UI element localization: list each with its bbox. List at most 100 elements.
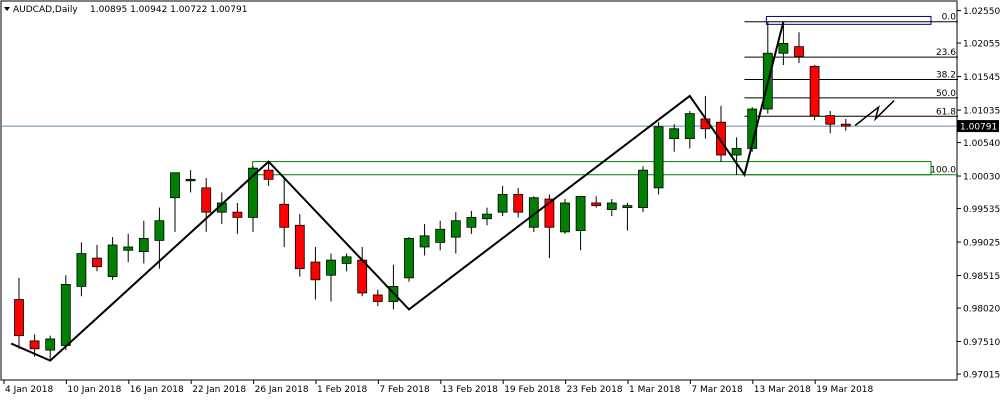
candle-body bbox=[404, 238, 414, 279]
y-axis-tick-label: 1.02550 bbox=[963, 7, 1000, 17]
fib-level-label: 23.6 bbox=[936, 48, 956, 58]
candle bbox=[482, 207, 492, 226]
zigzag-line bbox=[10, 21, 785, 362]
y-axis-tick-label: 0.99025 bbox=[963, 239, 1000, 249]
candle-body bbox=[29, 340, 40, 350]
fib-level-label: 0.0 bbox=[942, 13, 957, 23]
candle-body bbox=[544, 198, 555, 228]
candle-body bbox=[419, 235, 430, 248]
fib-top-box bbox=[765, 15, 932, 25]
candle bbox=[76, 242, 87, 297]
x-axis-tick-label: 10 Jan 2018 bbox=[67, 385, 121, 395]
candle-body bbox=[450, 220, 461, 238]
candle-body bbox=[731, 148, 742, 156]
candle-body bbox=[76, 253, 87, 287]
candle bbox=[794, 32, 804, 64]
candle-body bbox=[466, 217, 477, 228]
candle bbox=[170, 172, 180, 232]
candle-body bbox=[809, 65, 820, 117]
candle-body bbox=[232, 211, 243, 218]
candle-body bbox=[326, 259, 336, 276]
zigzag-group bbox=[10, 21, 895, 362]
candle-body bbox=[310, 261, 321, 281]
candle bbox=[669, 124, 680, 152]
candle bbox=[185, 170, 196, 193]
candle-body bbox=[591, 202, 602, 207]
candle-body bbox=[794, 46, 804, 57]
candle bbox=[123, 233, 134, 263]
candle bbox=[513, 187, 524, 218]
current-price-tag-label: 1.00791 bbox=[960, 123, 997, 133]
candle-body bbox=[248, 167, 258, 218]
candle bbox=[14, 277, 24, 349]
y-axis-tick-label: 0.98020 bbox=[963, 305, 1000, 315]
candle bbox=[435, 220, 446, 251]
y-axis-tick-label: 1.02055 bbox=[963, 40, 1000, 50]
candle-body bbox=[185, 178, 196, 182]
y-axis-tick-label: 0.99535 bbox=[963, 205, 1000, 215]
candle bbox=[404, 237, 414, 282]
chart-header: AUDCAD,Daily 1.00895 1.00942 1.00722 1.0… bbox=[4, 5, 247, 15]
x-axis-tick-label: 1 Mar 2018 bbox=[629, 385, 681, 395]
x-axis-labels: 4 Jan 2018 10 Jan 2018 16 Jan 2018 22 Jan 2… bbox=[3, 380, 874, 395]
candle bbox=[310, 246, 321, 300]
candle bbox=[591, 196, 602, 208]
x-axis-tick-label: 7 Feb 2018 bbox=[379, 385, 430, 395]
candle-body bbox=[606, 202, 617, 210]
candle bbox=[622, 202, 633, 231]
x-axis-tick-label: 19 Mar 2018 bbox=[816, 385, 873, 395]
y-axis-labels: 1.02550 1.02055 1.01545 1.01035 1.00540 1.000… bbox=[957, 7, 1000, 381]
candle bbox=[60, 275, 71, 351]
y-axis-tick-label: 0.97015 bbox=[963, 371, 1000, 381]
candle bbox=[45, 335, 56, 361]
candle-body bbox=[622, 205, 633, 208]
candle-body bbox=[669, 128, 680, 140]
current-price-tag-background bbox=[957, 120, 999, 133]
candle-body bbox=[653, 126, 664, 189]
candle-body bbox=[14, 299, 24, 337]
candle-body bbox=[154, 220, 165, 241]
candle bbox=[778, 21, 789, 66]
candle bbox=[606, 199, 617, 217]
candle bbox=[419, 223, 430, 256]
candle bbox=[497, 185, 508, 217]
y-axis-tick-label: 1.00540 bbox=[963, 139, 1000, 149]
fib-level-label: 50.0 bbox=[936, 89, 956, 99]
candle-body bbox=[263, 169, 274, 180]
candle bbox=[684, 111, 695, 149]
candle bbox=[544, 194, 555, 259]
candle bbox=[809, 65, 820, 121]
candle-body bbox=[60, 284, 71, 346]
symbol-period-label: AUDCAD,Daily bbox=[13, 5, 78, 15]
fib-level-label: 38.2 bbox=[936, 71, 956, 81]
y-axis-tick-label: 0.97510 bbox=[963, 338, 1000, 348]
candle bbox=[294, 214, 305, 277]
x-axis-tick-label: 7 Mar 2018 bbox=[691, 385, 743, 395]
x-axis-tick-label: 26 Jan 2018 bbox=[255, 385, 309, 395]
y-axis-tick-label: 1.01545 bbox=[963, 73, 1000, 83]
candle-body bbox=[560, 202, 570, 233]
candle-body bbox=[825, 115, 836, 125]
candle bbox=[201, 178, 212, 232]
candle bbox=[825, 111, 836, 134]
candle bbox=[138, 220, 149, 264]
candle bbox=[575, 196, 586, 251]
candle-body bbox=[279, 203, 290, 228]
candle bbox=[560, 199, 570, 234]
triangle-down-icon[interactable] bbox=[4, 7, 10, 11]
candle-body bbox=[45, 338, 56, 351]
y-axis-tick-label: 0.98515 bbox=[963, 272, 1000, 282]
candle bbox=[840, 118, 851, 131]
candle bbox=[716, 105, 726, 162]
candle bbox=[638, 166, 648, 213]
current-price-tag: 1.00791 bbox=[957, 120, 999, 133]
forecast-path-line bbox=[854, 99, 895, 127]
candle bbox=[731, 137, 742, 175]
x-axis-tick-label: 23 Feb 2018 bbox=[567, 385, 623, 395]
candle bbox=[232, 202, 243, 234]
candle bbox=[154, 207, 165, 269]
candle-body bbox=[684, 113, 695, 140]
x-axis-tick-label: 19 Feb 2018 bbox=[504, 385, 560, 395]
candle-body bbox=[528, 197, 539, 228]
